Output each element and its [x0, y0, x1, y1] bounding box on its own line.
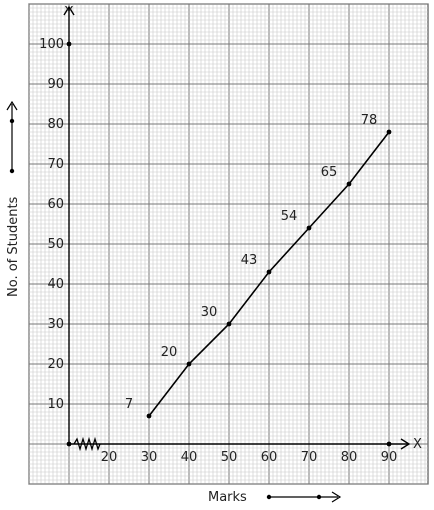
x-axis-arrowhead: [400, 438, 411, 450]
graph-paper-grid: [28, 3, 429, 485]
data-label: 78: [361, 113, 378, 128]
data-series: [146, 129, 392, 419]
data-point: [386, 129, 392, 135]
y-tick-label: 60: [47, 197, 64, 212]
data-label: 65: [321, 165, 338, 180]
y-axis-title-arrow: [6, 100, 18, 174]
x-axis-end-point: [386, 441, 392, 447]
data-point: [346, 181, 352, 187]
data-point: [146, 413, 152, 419]
y-tick-label: 40: [47, 277, 64, 292]
data-label: 20: [161, 345, 178, 360]
x-tick-label: 70: [301, 450, 318, 465]
y-tick-label: 100: [39, 37, 64, 52]
x-axis-letter: X: [413, 437, 422, 452]
y-tick-label: 90: [47, 77, 64, 92]
x-axis-title-arrow: [266, 491, 342, 503]
y-tick-labels: 10 20 30 40 50 60 70 80 90 100: [39, 37, 64, 412]
x-tick-label: 20: [101, 450, 118, 465]
x-tick-label: 40: [181, 450, 198, 465]
x-axis-break-zigzag: [73, 436, 101, 452]
data-labels: 7 20 30 43 54 65 78: [125, 113, 377, 412]
x-tick-label: 30: [141, 450, 158, 465]
y-axis-title: No. of Students: [6, 196, 21, 297]
x-axis-title: Marks: [208, 490, 247, 505]
data-label: 7: [125, 397, 133, 412]
y-axis-arrowhead: [63, 5, 75, 16]
data-point: [306, 225, 312, 231]
y-tick-label: 20: [47, 357, 64, 372]
y-axis-letter: Y: [64, 5, 73, 20]
x-tick-labels: 20 30 40 50 60 70 80 90: [101, 450, 398, 465]
y-tick-label: 10: [47, 397, 64, 412]
x-tick-label: 50: [221, 450, 238, 465]
data-point: [186, 361, 192, 367]
data-label: 54: [281, 209, 298, 224]
y-axis-top-point: [66, 41, 72, 47]
y-tick-label: 80: [47, 117, 64, 132]
data-point: [226, 321, 232, 327]
y-tick-label: 70: [47, 157, 64, 172]
origin-point: [66, 441, 72, 447]
x-tick-label: 90: [381, 450, 398, 465]
x-tick-label: 80: [341, 450, 358, 465]
y-tick-label: 50: [47, 237, 64, 252]
data-label: 43: [241, 253, 258, 268]
data-label: 30: [201, 305, 218, 320]
x-tick-label: 60: [261, 450, 278, 465]
axes: [63, 5, 411, 452]
data-point: [266, 269, 272, 275]
y-tick-label: 30: [47, 317, 64, 332]
